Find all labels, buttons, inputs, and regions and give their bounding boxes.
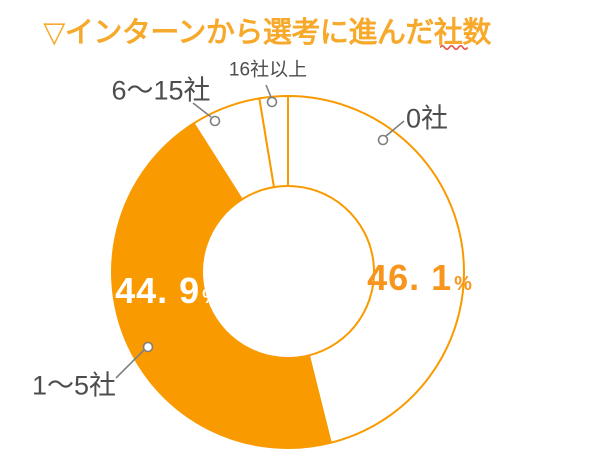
slice-label-1to5: 1〜5社 [31,370,117,401]
leader-lines [115,84,405,379]
leader-line-16plus [265,84,272,98]
leader-line-1to5 [115,349,145,379]
leader-dot-1to5 [142,341,154,353]
chart-title: ▽インターンから選考に進んだ社数 [43,17,491,49]
leader-line-6to15 [192,102,212,118]
percent-sign: % [202,286,221,308]
value-number: 46. 1 [367,257,453,298]
leader-line-0 [385,120,405,137]
slice-label-0: 0社 [405,103,449,134]
value-number: 44. 9 [115,270,201,311]
slice-label-16plus: 16社以上 [228,59,308,81]
leader-dot-6to15 [209,115,221,127]
slice-label-6to15: 6〜15社 [111,75,211,106]
leader-dot-0 [377,134,389,146]
value-label-0: 46. 1% [367,257,473,299]
leader-dot-16plus [266,96,278,108]
percent-sign: % [454,273,473,295]
donut-slice-1〜5社 [111,122,332,449]
value-label-1to5: 44. 9% [115,270,221,312]
spellcheck-squiggle-icon [440,44,468,50]
donut-slice-0社 [287,95,465,444]
donut-slice-16社以上 [258,94,289,189]
